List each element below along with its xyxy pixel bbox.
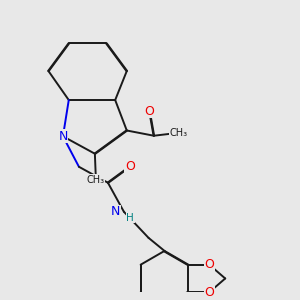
Text: N: N xyxy=(58,130,68,143)
Text: H: H xyxy=(126,212,134,223)
Text: CH₃: CH₃ xyxy=(87,175,105,185)
Text: O: O xyxy=(125,160,135,173)
Text: O: O xyxy=(145,105,154,118)
Text: CH₃: CH₃ xyxy=(169,128,188,138)
Text: N: N xyxy=(111,205,121,218)
Text: O: O xyxy=(204,286,214,299)
Text: O: O xyxy=(204,258,214,271)
